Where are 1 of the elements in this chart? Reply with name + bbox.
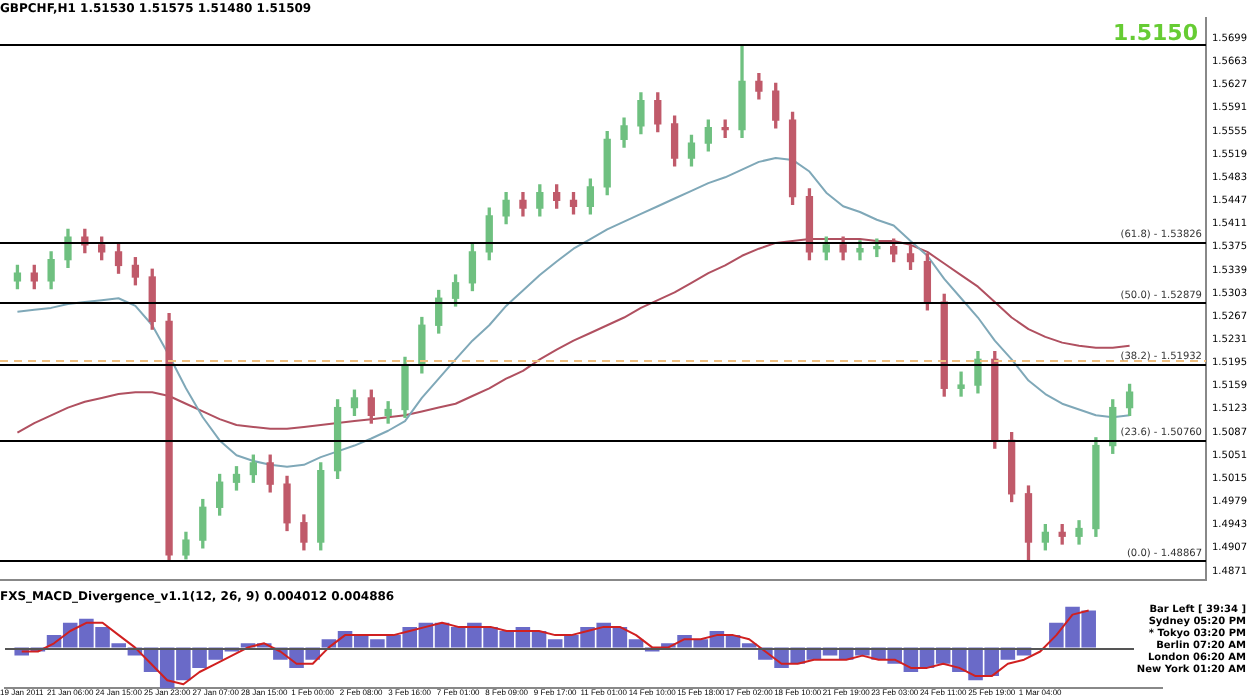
annotation: 1.5150: [1113, 20, 1198, 46]
